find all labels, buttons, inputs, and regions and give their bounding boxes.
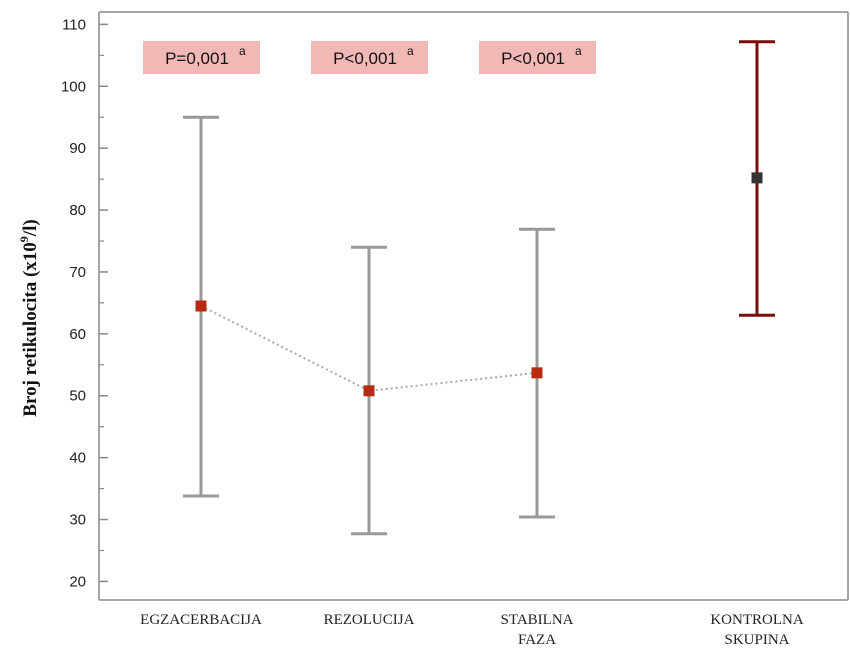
x-tick-label-3-0: KONTROLNA: [710, 612, 803, 628]
p-value-text-2: P<0,001: [501, 49, 565, 68]
y-axis-label-text: Broj retikulocita (x109/l): [17, 219, 41, 416]
y-tick-label-80: 80: [69, 202, 86, 219]
mean-marker-0: [195, 300, 207, 312]
y-tick-label-20: 20: [69, 573, 86, 590]
p-value-sup-0: a: [239, 44, 246, 58]
annotations: P=0,001 a P<0,001 a P<0,001 a: [143, 41, 596, 74]
mean-marker-1: [363, 385, 375, 397]
y-tick-label-50: 50: [69, 388, 86, 405]
y-tick-label-110: 110: [62, 16, 86, 33]
y-tick-label-60: 60: [69, 326, 86, 343]
x-axis: EGZACERBACIJA REZOLUCIJA STABILNA FAZA KONTR…: [140, 612, 804, 648]
y-axis-label-sup: 9: [17, 236, 31, 242]
y-tick-label-70: 70: [69, 264, 86, 281]
mean-connectors: [200, 305, 538, 392]
y-axis-label: Broj retikulocita (x109/l): [17, 219, 41, 416]
p-value-text-1: P<0,001: [333, 49, 397, 68]
y-axis: 20 30 40 50 60 70 80 90 100 110: [61, 16, 108, 590]
mean-marker-2: [531, 367, 543, 379]
x-tick-label-2-0: STABILNA: [501, 612, 574, 628]
p-value-sup-2: a: [575, 44, 582, 58]
y-tick-label-90: 90: [69, 140, 86, 157]
x-tick-label-3-1: SKUPINA: [724, 632, 789, 648]
y-tick-label-100: 100: [61, 78, 86, 95]
p-value-sup-1: a: [407, 44, 414, 58]
mean-connector-patients: [200, 305, 538, 392]
y-axis-label-tail: /l): [20, 219, 41, 237]
mean-marker-3: [751, 172, 763, 184]
y-tick-label-40: 40: [69, 450, 86, 467]
x-tick-label-2-1: FAZA: [518, 632, 556, 648]
y-tick-label-30: 30: [69, 512, 86, 529]
p-value-badge-1: [311, 41, 428, 74]
p-value-text-0: P=0,001: [165, 49, 229, 68]
mean-markers: [195, 172, 763, 397]
x-tick-label-1-0: REZOLUCIJA: [324, 612, 415, 628]
x-tick-label-0-0: EGZACERBACIJA: [140, 612, 262, 628]
error-bars: [183, 40, 775, 536]
y-axis-label-main: Broj retikulocita (x10: [20, 242, 41, 417]
p-value-badge-2: [479, 41, 596, 74]
plot-frame: [98, 11, 849, 601]
p-value-badge-0: [143, 41, 260, 74]
